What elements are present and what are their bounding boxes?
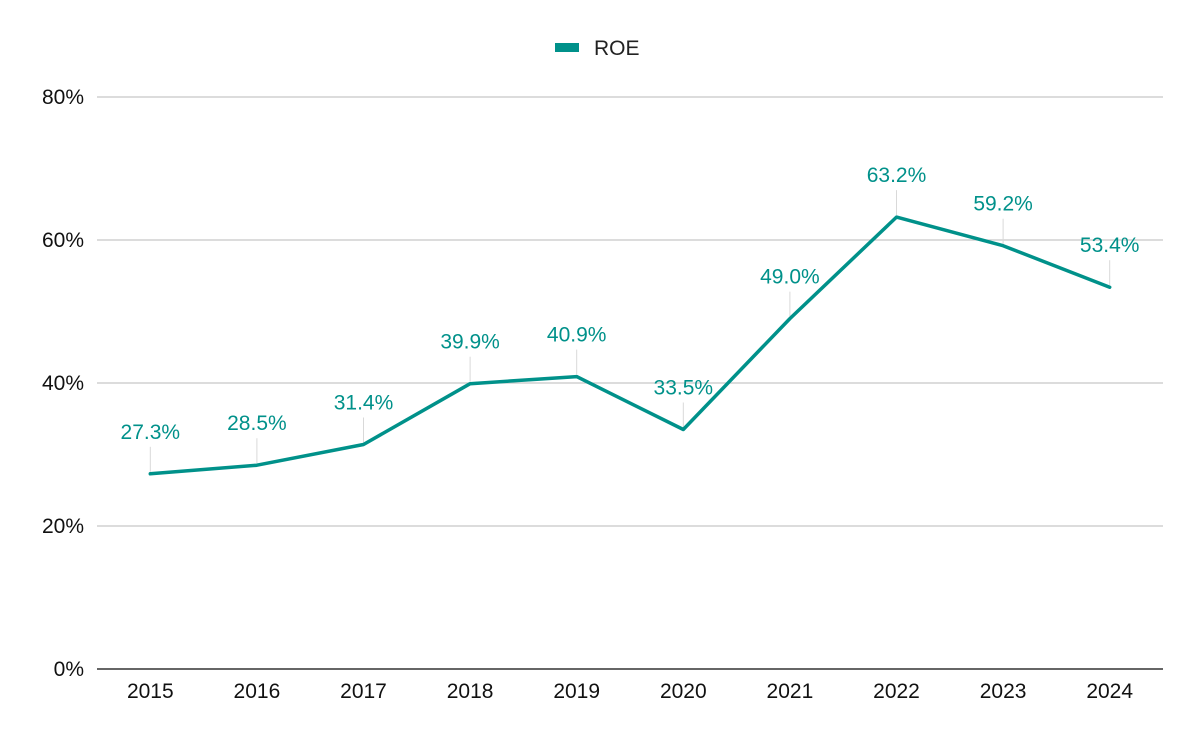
y-tick-label: 0% xyxy=(54,658,84,681)
x-tick-label: 2015 xyxy=(127,680,174,703)
series-line-roe xyxy=(148,215,1112,476)
y-tick-label: 80% xyxy=(42,86,84,109)
y-tick-label: 40% xyxy=(42,372,84,395)
data-label: 28.5% xyxy=(227,412,287,435)
data-label: 49.0% xyxy=(760,266,820,289)
x-tick-label: 2021 xyxy=(767,680,814,703)
data-label: 27.3% xyxy=(121,421,181,444)
data-label-leader-lines xyxy=(149,190,1111,472)
x-tick-label: 2017 xyxy=(340,680,387,703)
x-tick-label: 2024 xyxy=(1086,680,1133,703)
x-tick-label: 2020 xyxy=(660,680,707,703)
y-tick-label: 60% xyxy=(42,229,84,252)
x-tick-label: 2022 xyxy=(873,680,920,703)
data-label: 53.4% xyxy=(1080,234,1140,257)
data-label: 63.2% xyxy=(867,164,927,187)
y-gridlines xyxy=(97,96,1163,527)
legend-label-roe: ROE xyxy=(594,37,640,60)
x-axis-tick-labels: 2015 2016 2017 2018 2019 2020 2021 2022 2023 2024 xyxy=(127,680,1133,703)
data-labels: 27.3% 28.5% 31.4% 39.9% 40.9% 33.5% 49.0% 63.2%… xyxy=(121,164,1140,444)
legend-swatch-roe xyxy=(555,43,579,52)
x-tick-label: 2016 xyxy=(234,680,281,703)
x-tick-label: 2023 xyxy=(980,680,1027,703)
data-label: 39.9% xyxy=(440,331,500,354)
data-label: 33.5% xyxy=(654,376,714,399)
data-label: 31.4% xyxy=(334,391,394,414)
x-tick-label: 2019 xyxy=(553,680,600,703)
y-tick-label: 20% xyxy=(42,515,84,538)
chart-legend: ROE xyxy=(555,37,640,60)
x-tick-label: 2018 xyxy=(447,680,494,703)
y-axis-tick-labels: 0% 20% 40% 60% 80% xyxy=(42,86,84,681)
data-label: 40.9% xyxy=(547,324,607,347)
series-roe xyxy=(148,215,1112,476)
data-label: 59.2% xyxy=(973,193,1033,216)
